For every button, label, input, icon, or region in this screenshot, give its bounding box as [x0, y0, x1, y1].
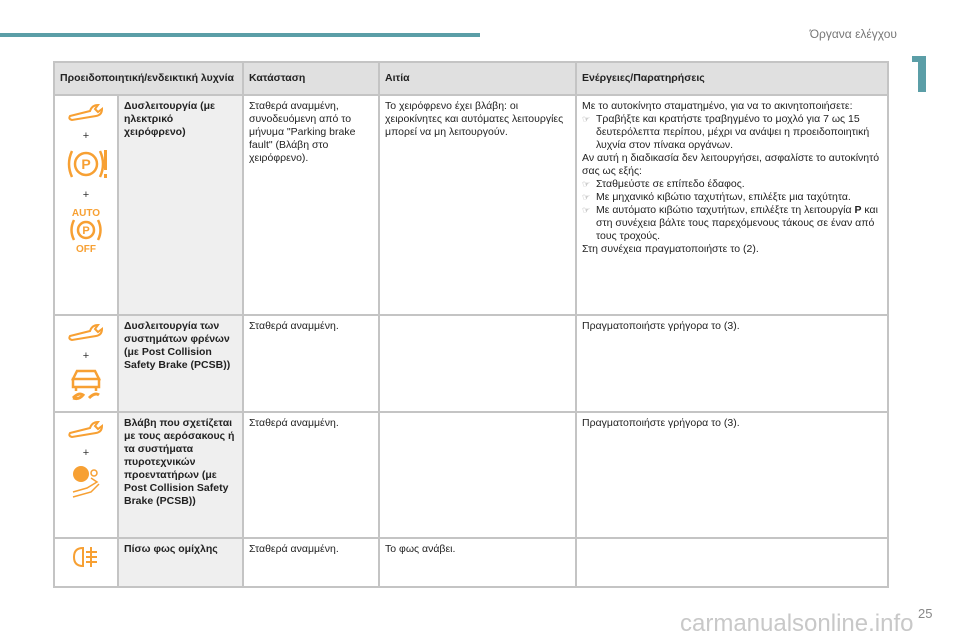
step-text: και στη συνέχεια βάλτε τους παρεχόμενους…	[596, 204, 878, 242]
state: Σταθερά αναμμένη, συνοδευόμενη από το μή…	[242, 94, 381, 316]
watermark: carmanualsonline.info	[680, 610, 914, 637]
cause	[378, 314, 578, 413]
table-row: + Δυσλειτουργία των συστημάτων φρένων (μ…	[53, 314, 890, 413]
state: Σταθερά αναμμένη.	[242, 537, 381, 588]
svg-text:OFF: OFF	[76, 244, 96, 254]
actions-mid: Αν αυτή η διαδικασία δεν λειτουργήσει, α…	[582, 152, 880, 177]
actions	[575, 537, 890, 588]
svg-text:P: P	[81, 156, 90, 172]
header-actions: Ενέργειες/Παρατηρήσεις	[575, 61, 890, 96]
action-step: Με μηχανικό κιβώτιο ταχυτήτων, επιλέξτε …	[582, 191, 882, 204]
actions-intro: Με το αυτοκίνητο σταματημένο, για να το …	[582, 100, 853, 112]
action-step: Με αυτόματο κιβώτιο ταχυτήτων, επιλέξτε …	[582, 204, 882, 243]
table-header: Προειδοποιητική/ενδεικτική λυχνία Κατάστ…	[52, 61, 890, 96]
header-cause: Αιτία	[378, 61, 578, 96]
chapter-number-1	[912, 56, 928, 92]
actions: Πραγματοποιήστε γρήγορα το (3).	[575, 314, 890, 413]
table-row: + P + AUTO P OFF Δυσλειτουργία (με ηλεκτρι…	[53, 94, 890, 316]
header-bar	[0, 33, 480, 37]
action-step: Τραβήξτε και κρατήστε τραβηγμένο το μοχλ…	[582, 113, 882, 152]
icon-cell: +	[53, 314, 119, 413]
state: Σταθερά αναμμένη.	[242, 314, 381, 413]
table-row: Πίσω φως ομίχλης Σταθερά αναμμένη. Το φω…	[53, 537, 890, 588]
cause: Το χειρόφρενο έχει βλάβη: οι χειροκίνητε…	[378, 94, 578, 316]
icon-cell: +	[53, 411, 119, 539]
lamp-name: Πίσω φως ομίχλης	[116, 537, 245, 588]
auto-parking-off-icon: AUTO P OFF	[70, 208, 102, 255]
warning-lights-table: Προειδοποιητική/ενδεικτική λυχνία Κατάστ…	[52, 61, 890, 588]
wrench-icon	[68, 421, 103, 438]
step-text: Με αυτόματο κιβώτιο ταχυτήτων, επιλέξτε …	[596, 204, 855, 216]
svg-text:P: P	[82, 225, 89, 237]
lamp-name: Βλάβη που σχετίζεται με τους αερόσακους …	[116, 411, 245, 539]
svg-text:AUTO: AUTO	[72, 208, 100, 219]
actions: Πραγματοποιήστε γρήγορα το (3).	[575, 411, 890, 539]
step-bold: P	[854, 204, 862, 216]
icon-cell	[53, 537, 119, 588]
rear-fog-light-icon	[72, 546, 97, 568]
table-row: + Βλάβη που σχετίζεται με τους αερόσακου…	[53, 411, 890, 539]
actions-outro: Στη συνέχεια πραγματοποιήστε το (2).	[582, 243, 759, 255]
cause	[378, 411, 578, 539]
cause: Το φως ανάβει.	[378, 537, 578, 588]
page-number: 25	[918, 606, 933, 621]
action-step: Σταθμεύστε σε επίπεδο έδαφος.	[582, 178, 882, 191]
state: Σταθερά αναμμένη.	[242, 411, 381, 539]
skid-car-icon	[70, 369, 102, 401]
section-title: Όργανα ελέγχου	[809, 27, 897, 41]
lamp-name: Δυσλειτουργία (με ηλεκτρικό χειρόφρενο)	[116, 94, 245, 316]
wrench-icon	[68, 104, 103, 121]
airbag-icon	[72, 466, 100, 498]
wrench-icon	[68, 324, 103, 341]
lamp-name: Δυσλειτουργία των συστημάτων φρένων (με …	[116, 314, 245, 413]
icon-cell: + P + AUTO P OFF	[53, 94, 119, 316]
parking-brake-warning-icon: P	[67, 150, 107, 178]
header-state: Κατάσταση	[242, 61, 381, 96]
actions: Με το αυτοκίνητο σταματημένο, για να το …	[575, 94, 890, 316]
header-lamp: Προειδοποιητική/ενδεικτική λυχνία	[52, 61, 245, 96]
